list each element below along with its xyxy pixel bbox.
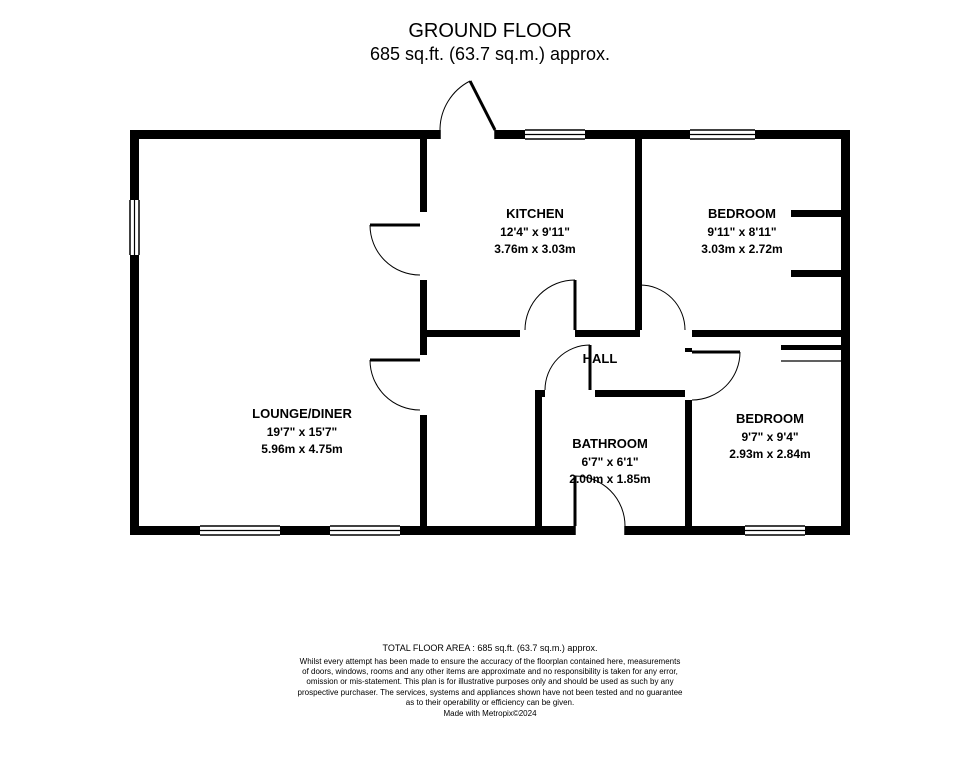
footer-area: TOTAL FLOOR AREA : 685 sq.ft. (63.7 sq.m… — [0, 643, 980, 655]
page-subtitle: 685 sq.ft. (63.7 sq.m.) approx. — [0, 44, 980, 65]
room-name: KITCHEN — [506, 206, 564, 221]
footer-line: as to their operability or efficiency ca… — [406, 698, 574, 707]
bathroom-label: BATHROOM 6'7" x 6'1" 2.00m x 1.85m — [545, 435, 675, 488]
room-dims-imperial: 12'4" x 9'11" — [500, 225, 570, 239]
room-dims-imperial: 19'7" x 15'7" — [267, 425, 337, 439]
room-dims-metric: 2.00m x 1.85m — [569, 472, 650, 486]
room-dims-metric: 3.03m x 2.72m — [701, 242, 782, 256]
room-dims-imperial: 6'7" x 6'1" — [581, 455, 638, 469]
room-name: LOUNGE/DINER — [252, 406, 352, 421]
room-dims-imperial: 9'11" x 8'11" — [707, 225, 776, 239]
footer-line: Whilst every attempt has been made to en… — [300, 657, 681, 666]
page-title: GROUND FLOOR — [0, 20, 980, 43]
room-dims-metric: 2.93m x 2.84m — [729, 447, 810, 461]
room-name: BEDROOM — [736, 411, 804, 426]
room-name: BEDROOM — [708, 206, 776, 221]
room-dims-metric: 3.76m x 3.03m — [494, 242, 575, 256]
hall-label: HALL — [570, 350, 630, 368]
floorplan-page: GROUND FLOOR 685 sq.ft. (63.7 sq.m.) app… — [0, 0, 980, 759]
footer-line: of doors, windows, rooms and any other i… — [302, 667, 678, 676]
footer-line: prospective purchaser. The services, sys… — [298, 688, 683, 697]
plan-svg — [130, 130, 850, 550]
floor-plan: LOUNGE/DINER 19'7" x 15'7" 5.96m x 4.75m… — [130, 130, 850, 555]
kitchen-label: KITCHEN 12'4" x 9'11" 3.76m x 3.03m — [470, 205, 600, 258]
room-name: BATHROOM — [572, 436, 648, 451]
room-dims-metric: 5.96m x 4.75m — [261, 442, 342, 456]
room-name: HALL — [583, 351, 618, 366]
footer-line: omission or mis-statement. This plan is … — [306, 677, 673, 686]
bedroom2-label: BEDROOM 9'7" x 9'4" 2.93m x 2.84m — [710, 410, 830, 463]
footer: TOTAL FLOOR AREA : 685 sq.ft. (63.7 sq.m… — [0, 643, 980, 719]
bedroom1-label: BEDROOM 9'11" x 8'11" 3.03m x 2.72m — [677, 205, 807, 258]
lounge-label: LOUNGE/DINER 19'7" x 15'7" 5.96m x 4.75m — [222, 405, 382, 458]
footer-line: Made with Metropix©2024 — [443, 709, 536, 718]
room-dims-imperial: 9'7" x 9'4" — [741, 430, 798, 444]
